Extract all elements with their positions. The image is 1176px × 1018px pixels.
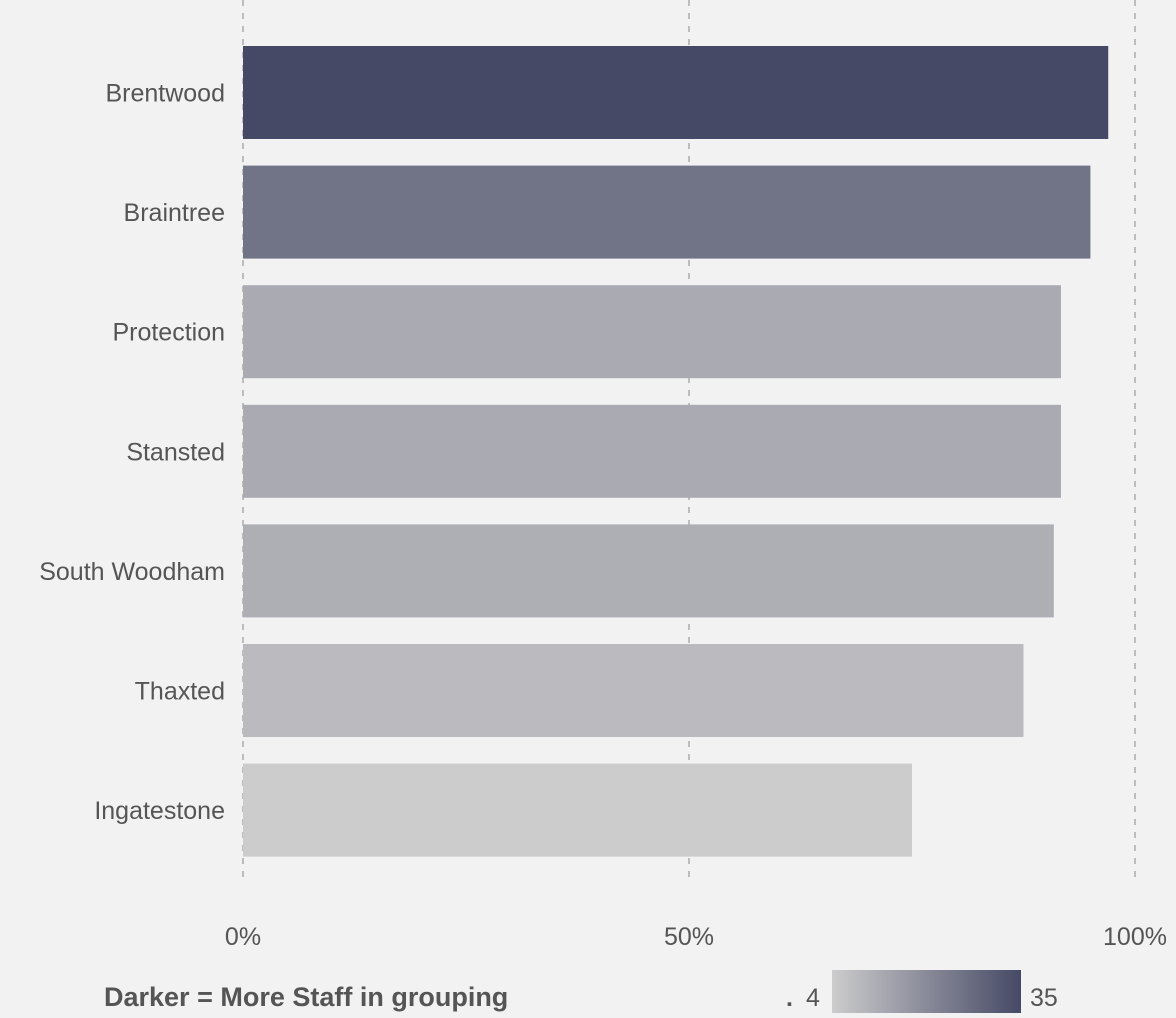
category-label: Thaxted bbox=[135, 678, 225, 706]
bar-braintree bbox=[243, 165, 1091, 259]
category-label: Stansted bbox=[126, 438, 225, 466]
legend-title: Darker = More Staff in grouping bbox=[104, 982, 508, 1012]
legend-min-label: 4 bbox=[806, 984, 820, 1012]
category-label: Braintree bbox=[124, 199, 225, 227]
x-tick-label: 100% bbox=[1103, 923, 1167, 951]
bars bbox=[243, 46, 1109, 857]
bar-thaxted bbox=[243, 644, 1024, 737]
legend-max-label: 35 bbox=[1030, 984, 1058, 1012]
bar-protection bbox=[243, 285, 1061, 379]
x-tick-label: 0% bbox=[225, 923, 261, 951]
bar-stansted bbox=[243, 404, 1061, 498]
category-label: South Woodham bbox=[39, 558, 225, 586]
bar-south-woodham bbox=[243, 524, 1054, 618]
x-axis-ticks: 0% 50% 100% bbox=[225, 923, 1167, 951]
bar-ingatestone bbox=[243, 763, 912, 857]
legend-min-dot: . bbox=[786, 984, 793, 1012]
bar-brentwood bbox=[243, 46, 1109, 139]
category-label: Brentwood bbox=[105, 80, 225, 108]
legend-gradient-bar bbox=[832, 970, 1021, 1013]
x-tick-label: 50% bbox=[664, 923, 714, 951]
category-labels: Brentwood Braintree Protection Stansted Sout… bbox=[39, 80, 225, 826]
category-label: Ingatestone bbox=[94, 797, 225, 825]
color-legend: Darker = More Staff in grouping . 4 35 bbox=[104, 970, 1058, 1013]
category-label: Protection bbox=[112, 319, 225, 347]
